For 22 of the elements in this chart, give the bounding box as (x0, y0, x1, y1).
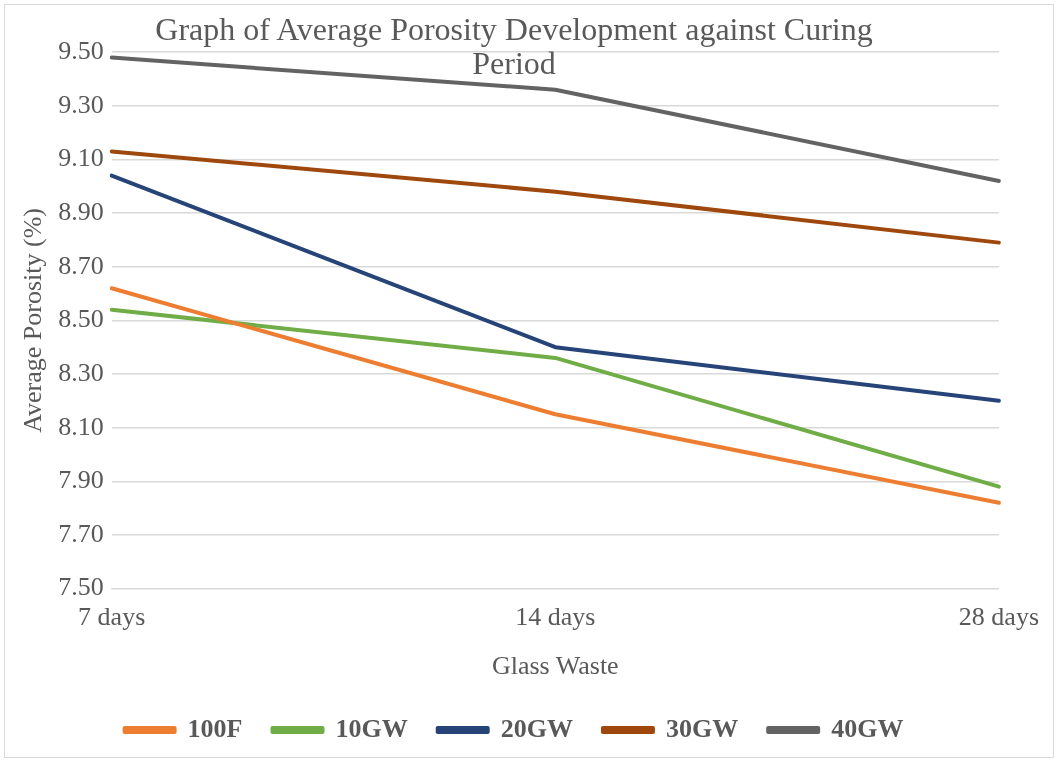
legend-label: 40GW (831, 713, 904, 743)
x-tick-label: 14 days (515, 602, 596, 632)
y-tick-label: 7.90 (58, 465, 104, 495)
x-tick-label: 28 days (958, 602, 1040, 632)
y-tick-label: 8.70 (58, 250, 104, 280)
y-tick-label: 9.50 (58, 36, 104, 66)
y-tick-label: 8.50 (58, 304, 104, 334)
y-tick-label: 8.90 (58, 196, 104, 226)
y-tick-label: 8.10 (58, 411, 104, 441)
x-tick-label: 7 days (78, 602, 146, 632)
y-tick-label: 7.70 (58, 518, 104, 548)
legend-label: 30GW (665, 713, 739, 743)
legend-label: 10GW (335, 713, 408, 743)
legend-label: 20GW (500, 713, 573, 743)
y-tick-label: 9.10 (58, 143, 104, 173)
chart-title: Graph of Average Porosity Development against Curing Period (155, 11, 873, 81)
y-tick-label: 7.50 (58, 572, 104, 602)
x-axis-title: Glass Waste (491, 651, 619, 681)
y-axis-title: Average Porosity (%) (18, 208, 48, 433)
legend-label: 100F (187, 713, 243, 743)
y-tick-label: 9.30 (58, 89, 104, 119)
y-tick-label: 8.30 (58, 357, 104, 387)
